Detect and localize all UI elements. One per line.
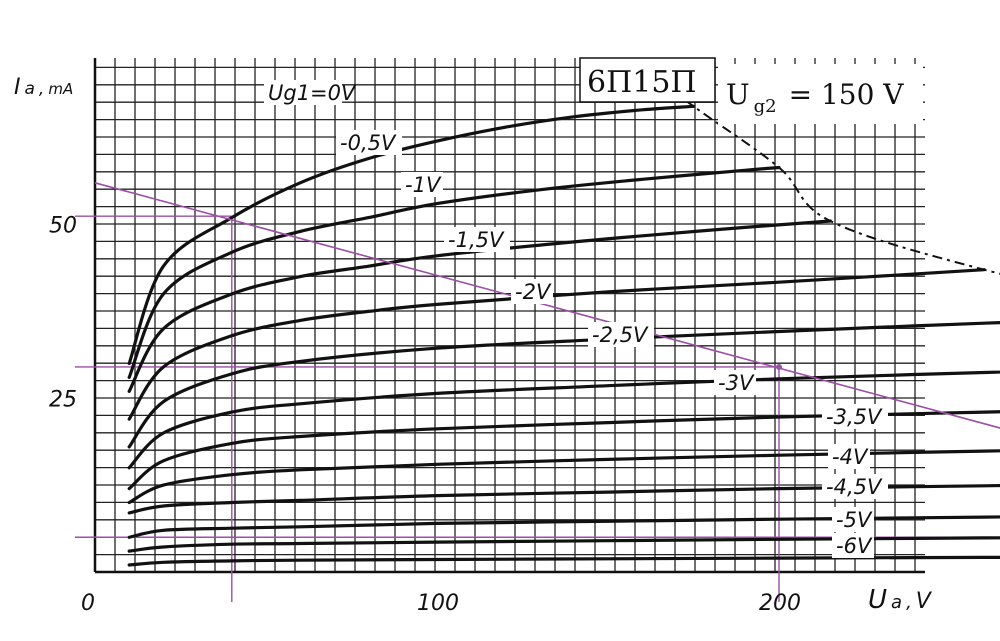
x-axis-subscript: a (891, 592, 902, 613)
x-axis-symbol: U (868, 585, 887, 615)
plate-curve-5 (127, 370, 1000, 470)
condition-value: = 150 V (789, 78, 905, 111)
y-tick-label: 50 (49, 214, 77, 239)
plate-curve-9 (127, 515, 1000, 539)
x-axis-label: U a , V (868, 585, 933, 615)
x-axis-unit: V (916, 589, 933, 614)
x-axis-separator: , (906, 592, 912, 613)
plate-curve-3 (127, 268, 986, 421)
y-axis-unit: mA (48, 80, 73, 98)
plate-curve-10 (127, 536, 1000, 553)
curve-label: -1,5V (448, 228, 505, 252)
tube-title-box (579, 57, 716, 103)
plate-curve-7 (127, 449, 1000, 505)
condition-subscript: g2 (754, 96, 777, 117)
marker-lines (75, 215, 1000, 602)
dissipation-limit-curve (648, 70, 1000, 275)
curve-label-backdrop (511, 279, 553, 304)
plate-curve-8 (127, 483, 1000, 515)
x-tick-label: 100 (417, 591, 459, 616)
curve-label-backdrop (336, 130, 402, 155)
curve-label: -2,5V (592, 323, 649, 347)
curve-label: Ug1=0V (268, 81, 357, 105)
y-axis-subscript: a (25, 79, 35, 99)
y-tick-labels: 25 50 (49, 214, 77, 413)
curve-label-backdrop (832, 507, 874, 532)
plate-curve-1 (127, 165, 781, 379)
curve-label: -6V (836, 534, 873, 558)
operating-point (776, 363, 782, 370)
curve-labels: Ug1=0V -0,5V -1V -1,5V -2V -2,5V -3V -3,5V -4V -4… (264, 80, 888, 558)
curve-label-backdrop (444, 227, 510, 252)
screen-voltage-condition: U g2 = 150 V (726, 78, 904, 117)
x-tick-labels: 0100200300400 (81, 591, 801, 616)
y-axis-separator: , (39, 79, 44, 99)
curve-label: -2V (515, 280, 552, 304)
curve-label: -5V (836, 508, 873, 532)
curve-label-backdrop (714, 370, 756, 395)
tube-title: 6П15П (587, 65, 697, 100)
y-axis-label: I a , mA (14, 75, 73, 100)
curve-label: -4V (832, 445, 869, 469)
y-tick-label: 25 (49, 387, 77, 412)
curve-label: -1V (405, 173, 442, 197)
curve-label-backdrop (828, 444, 870, 469)
x-tick-label: 200 (759, 591, 801, 616)
condition-backdrop (718, 64, 923, 124)
dissipation-limit-line (648, 70, 1000, 275)
plate-curve-4 (127, 321, 1000, 449)
curve-label: -4,5V (826, 475, 883, 499)
curve-label-backdrop (822, 404, 888, 429)
plate-curve-11 (127, 555, 1000, 567)
load-line (94, 182, 1000, 429)
curve-label-backdrop (832, 533, 874, 558)
y-axis-symbol: I (14, 75, 21, 100)
plate-curve-6 (127, 410, 1000, 491)
x-tick-label: 0 (81, 591, 95, 616)
load-line-group (94, 182, 1000, 429)
grid (93, 58, 925, 574)
curve-label: -0,5V (340, 131, 397, 155)
curve-label-backdrop (588, 322, 654, 347)
curve-label-backdrop (401, 172, 443, 197)
condition-symbol: U (726, 78, 750, 111)
curve-label: -3,5V (826, 405, 883, 429)
curve-label-backdrop (822, 474, 888, 499)
curve-label-backdrop (264, 80, 342, 105)
curve-label: -3V (718, 371, 755, 395)
